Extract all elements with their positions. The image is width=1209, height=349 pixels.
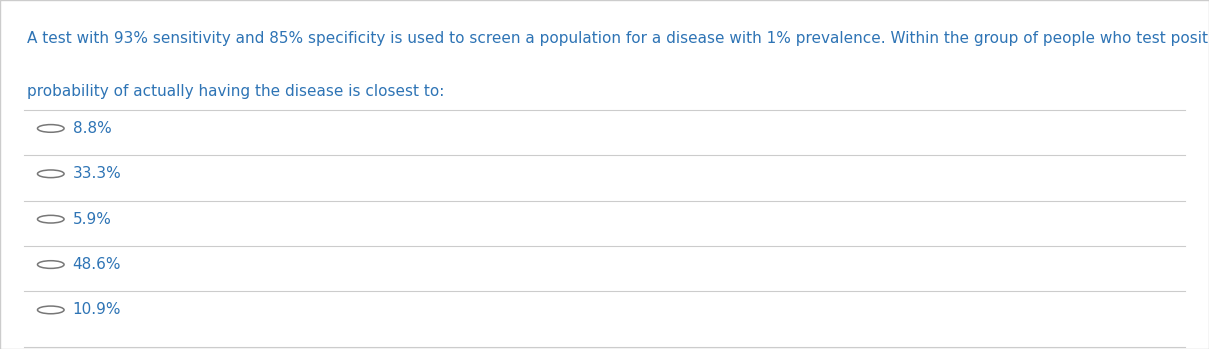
Text: 33.3%: 33.3% [73,166,121,181]
Text: 8.8%: 8.8% [73,121,111,136]
Text: A test with 93% sensitivity and 85% specificity is used to screen a population f: A test with 93% sensitivity and 85% spec… [27,31,1209,46]
Text: 5.9%: 5.9% [73,212,111,227]
Text: 48.6%: 48.6% [73,257,121,272]
Text: probability of actually having the disease is closest to:: probability of actually having the disea… [27,84,444,99]
Text: 10.9%: 10.9% [73,303,121,317]
